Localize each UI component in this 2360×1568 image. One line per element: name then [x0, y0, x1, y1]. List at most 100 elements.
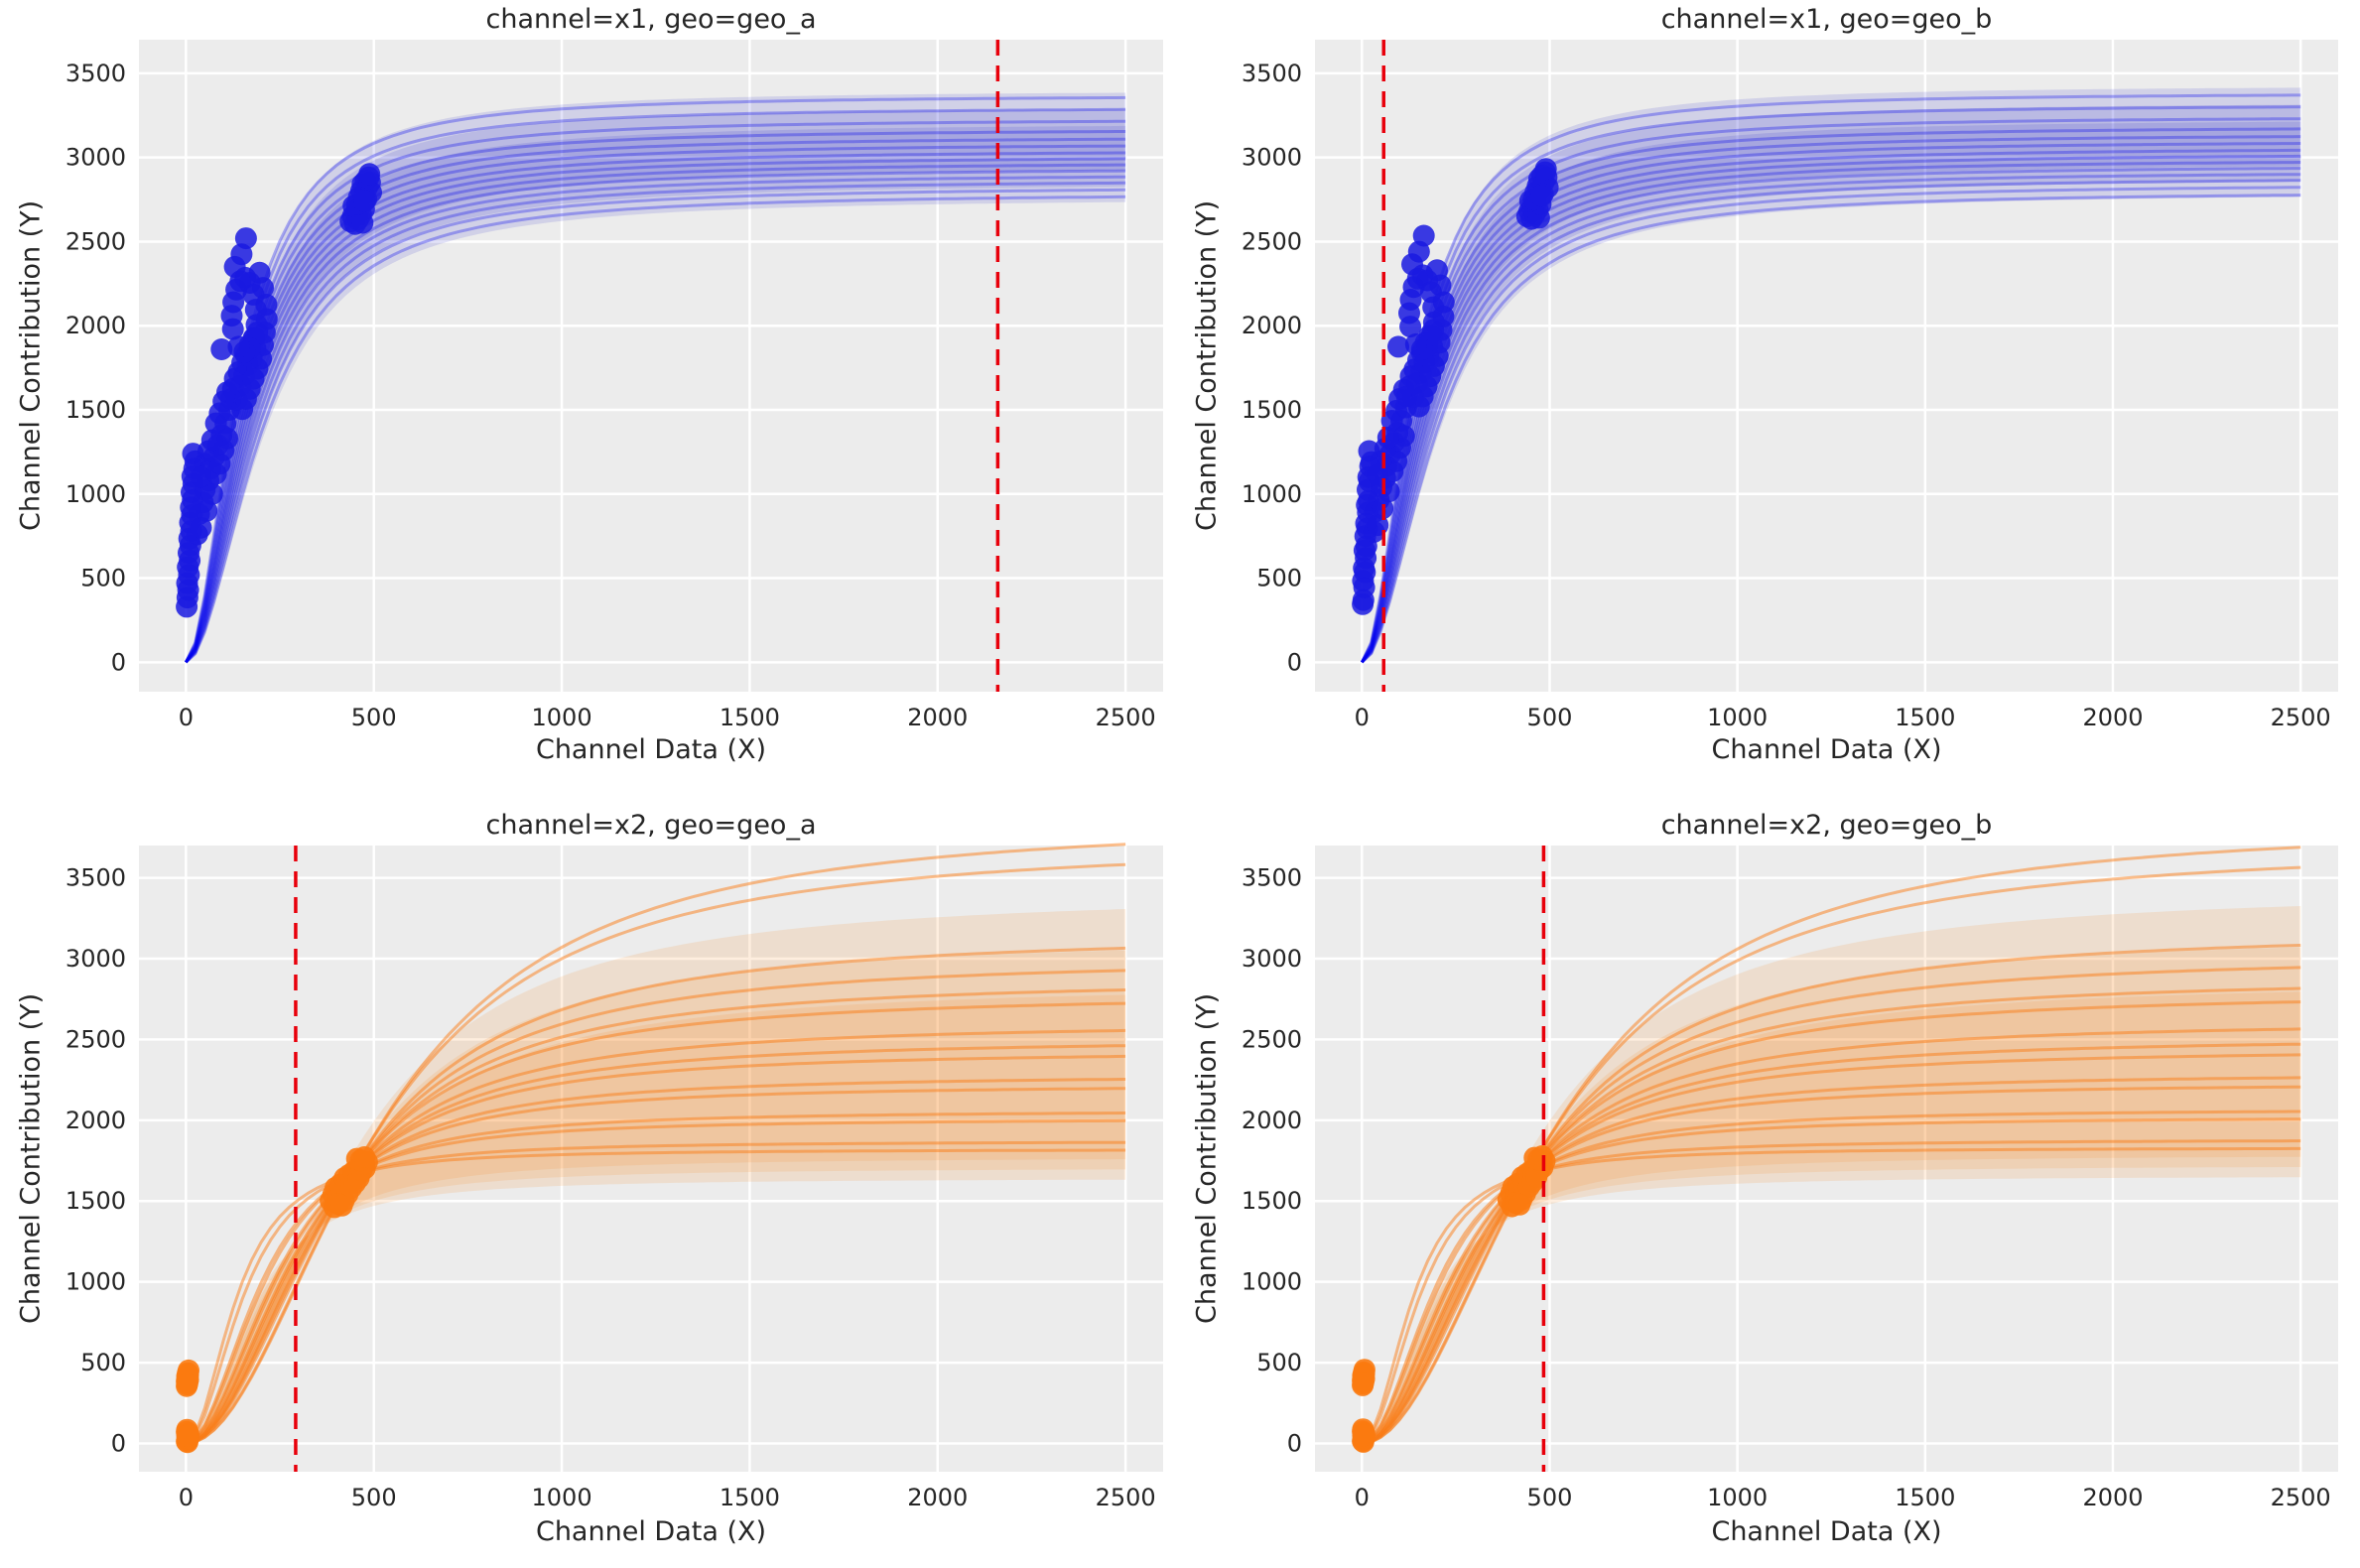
saturation-curve	[184, 130, 1126, 664]
y-tick-label: 500	[1256, 1349, 1302, 1376]
y-tick-label: 1000	[1242, 1268, 1302, 1296]
scatter-point	[196, 499, 218, 522]
saturation-curve	[185, 181, 1126, 664]
saturation-curve	[1361, 154, 2301, 664]
y-tick-label: 2000	[66, 312, 126, 339]
scatter-point	[1530, 185, 1553, 207]
y-axis-label: Channel Contribution (Y)	[1191, 199, 1223, 532]
y-tick-label: 3500	[1242, 864, 1302, 892]
x-tick-label: 0	[1355, 1484, 1370, 1511]
x-tick-label: 1000	[1707, 1484, 1768, 1511]
x-axis-label: Channel Data (X)	[535, 734, 767, 765]
x-tick-label: 0	[179, 1484, 194, 1511]
scatter-point	[1404, 332, 1427, 355]
scatter-point	[330, 1194, 353, 1217]
x-axis-label: Channel Data (X)	[1711, 1516, 1942, 1547]
y-tick-label: 2500	[1242, 227, 1302, 255]
scatter-point	[1380, 410, 1403, 432]
uncertainty-band	[186, 950, 1126, 1444]
saturation-curve	[1360, 93, 2301, 663]
y-tick-label: 1000	[66, 480, 126, 508]
scatter-point	[358, 163, 381, 186]
saturation-curve	[1360, 105, 2301, 663]
scatter-point	[1412, 224, 1435, 247]
x-tick-label: 500	[1527, 704, 1573, 731]
uncertainty-band	[1362, 906, 2301, 1444]
scatter-point	[1508, 1193, 1531, 1216]
x-tick-label: 1500	[1895, 704, 1955, 731]
uncertainty-band	[1362, 947, 2301, 1444]
y-axis-label: Channel Contribution (Y)	[1191, 992, 1223, 1325]
x-tick-label: 2500	[2271, 1484, 2331, 1511]
x-tick-label: 0	[1355, 704, 1370, 731]
y-tick-label: 500	[80, 565, 126, 592]
x-tick-label: 500	[1527, 1484, 1573, 1511]
x-tick-label: 2500	[1096, 704, 1156, 731]
saturation-curve	[185, 137, 1126, 664]
subplot-title-x1-geo-a: channel=x1, geo=geo_a	[485, 4, 817, 35]
saturation-curve	[185, 195, 1126, 664]
y-tick-label: 3000	[1242, 945, 1302, 973]
saturation-curve	[185, 175, 1126, 664]
scatter-point	[1352, 1424, 1375, 1447]
y-tick-label: 1500	[66, 396, 126, 424]
x-axis-label: Channel Data (X)	[535, 1516, 767, 1547]
saturation-curve	[185, 157, 1126, 664]
x-tick-label: 2500	[1096, 1484, 1156, 1511]
y-tick-label: 0	[1287, 648, 1302, 676]
scatter-point	[1352, 1372, 1375, 1395]
plot-background	[139, 846, 1163, 1472]
subplot-title-x2-geo-b: channel=x2, geo=geo_b	[1660, 810, 1993, 841]
y-tick-label: 500	[80, 1349, 126, 1376]
uncertainty-band	[1362, 104, 2301, 663]
x-tick-label: 1000	[1707, 704, 1768, 731]
x-axis-label: Channel Data (X)	[1711, 734, 1942, 765]
y-tick-label: 0	[111, 1430, 126, 1458]
y-tick-label: 1500	[1242, 396, 1302, 424]
y-tick-label: 2500	[66, 227, 126, 255]
saturation-curve	[1361, 186, 2301, 664]
subplot-x1-geo-a: 0 500 1000 1500 2000 2500 0 500 1000 1500 2000 2500…	[66, 40, 1163, 731]
subplot-x2-geo-a: 0 500 1000 1500 2000 2500 0 500 1000 1500 2000 2500…	[66, 843, 1163, 1511]
scatter-point	[176, 1424, 198, 1447]
y-axis-label: Channel Contribution (Y)	[15, 199, 47, 532]
y-tick-label: 500	[1256, 565, 1302, 592]
x-tick-label: 2000	[907, 704, 968, 731]
saturation-curve	[184, 119, 1126, 664]
y-tick-label: 0	[111, 648, 126, 676]
subplot-title-x2-geo-a: channel=x2, geo=geo_a	[485, 810, 817, 841]
saturation-curve	[1361, 135, 2301, 664]
y-tick-label: 3500	[66, 60, 126, 87]
y-tick-label: 3000	[66, 144, 126, 172]
scatter-point	[210, 338, 233, 360]
y-tick-label: 1000	[1242, 480, 1302, 508]
scatter-point	[353, 1146, 376, 1168]
scatter-point	[200, 482, 223, 505]
x-tick-label: 1500	[720, 1484, 780, 1511]
scatter-point	[255, 294, 278, 316]
x-tick-label: 2000	[2082, 1484, 2143, 1511]
y-tick-label: 1000	[66, 1268, 126, 1296]
saturation-curve	[1361, 161, 2301, 664]
saturation-curve	[1361, 194, 2301, 664]
scatter-point	[1387, 335, 1409, 358]
scatter-point	[252, 277, 274, 300]
uncertainty-band	[1362, 991, 2301, 1444]
saturation-curve	[185, 188, 1126, 664]
uncertainty-band	[1362, 87, 2301, 663]
scatter-point	[190, 516, 212, 539]
saturation-curve	[184, 107, 1126, 663]
subplot-title-x1-geo-b: channel=x1, geo=geo_b	[1660, 4, 1993, 35]
y-tick-label: 3000	[1242, 144, 1302, 172]
scatter-point	[190, 465, 212, 488]
x-tick-label: 2000	[907, 1484, 968, 1511]
x-tick-label: 1500	[1895, 1484, 1955, 1511]
y-tick-label: 2000	[66, 1107, 126, 1134]
scatter-point	[176, 1373, 198, 1396]
saturation-curve	[1361, 167, 2301, 664]
y-tick-label: 3500	[1242, 60, 1302, 87]
x-tick-label: 500	[351, 1484, 397, 1511]
scatter-point	[200, 429, 223, 452]
scatter-point	[227, 335, 250, 358]
y-tick-label: 2000	[1242, 312, 1302, 339]
